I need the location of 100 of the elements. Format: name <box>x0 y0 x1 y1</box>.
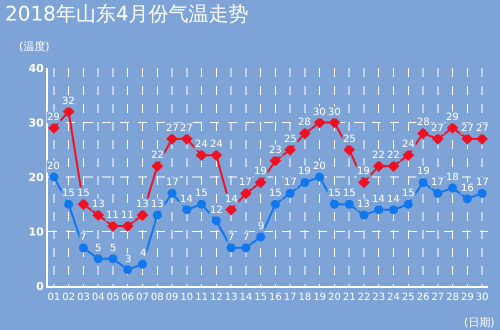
data-label: 3 <box>125 254 132 265</box>
data-label: 17 <box>431 177 444 188</box>
x-tick-label: 15 <box>254 292 267 303</box>
data-label: 22 <box>372 150 385 161</box>
point <box>478 188 487 198</box>
point <box>300 178 310 187</box>
data-label: 16 <box>461 183 474 194</box>
data-label: 15 <box>77 188 90 199</box>
data-label: 14 <box>387 194 400 205</box>
y-tick-label: 40 <box>28 62 44 75</box>
point <box>152 210 162 220</box>
point <box>136 209 148 221</box>
y-tick-label: 20 <box>28 170 44 184</box>
data-label: 15 <box>343 188 356 199</box>
data-label: 25 <box>284 134 297 145</box>
data-label: 15 <box>195 188 208 199</box>
x-tick-label: 19 <box>313 292 326 303</box>
x-tick-label: 27 <box>431 292 444 303</box>
data-label: 18 <box>446 172 459 183</box>
data-label: 28 <box>298 117 311 128</box>
data-label: 13 <box>151 199 164 210</box>
x-tick-label: 22 <box>358 292 370 303</box>
data-label: 27 <box>431 123 444 134</box>
x-tick-label: 04 <box>92 292 105 303</box>
data-label: 19 <box>417 166 430 177</box>
x-tick-label: 09 <box>166 292 178 303</box>
x-tick-label: 30 <box>476 292 488 303</box>
data-label: 19 <box>298 166 311 177</box>
data-label: 11 <box>106 210 119 221</box>
data-label: 17 <box>239 177 252 188</box>
x-tick-label: 16 <box>269 292 282 303</box>
y-axis-title: (温度) <box>19 40 50 53</box>
x-tick-label: 20 <box>328 292 341 303</box>
data-label: 5 <box>110 243 116 254</box>
x-tick-label: 07 <box>136 292 149 303</box>
x-tick-label: 13 <box>224 292 238 303</box>
point <box>372 160 385 172</box>
x-tick-label: 23 <box>372 292 386 303</box>
point <box>241 243 250 252</box>
point <box>92 209 104 221</box>
point <box>270 200 280 209</box>
point <box>78 243 88 252</box>
point <box>123 265 132 274</box>
data-label: 20 <box>313 161 326 172</box>
chart-title: 2018年山东4月份气温走势 <box>5 2 249 26</box>
point <box>151 160 164 172</box>
point <box>344 200 354 209</box>
data-label: 15 <box>328 188 341 199</box>
point <box>417 128 429 140</box>
point <box>256 232 266 242</box>
data-label: 19 <box>254 166 267 177</box>
data-label: 28 <box>417 117 430 128</box>
point <box>212 216 221 226</box>
data-label: 30 <box>313 107 326 118</box>
data-label: 29 <box>446 112 459 123</box>
x-tick-label: 08 <box>150 292 164 303</box>
x-tick-label: 05 <box>106 292 120 303</box>
data-label: 15 <box>62 188 75 199</box>
point <box>315 172 324 182</box>
data-label: 20 <box>47 161 60 172</box>
x-tick-label: 01 <box>48 292 60 303</box>
point <box>226 243 236 252</box>
point <box>462 194 472 204</box>
point <box>402 149 414 162</box>
data-label: 27 <box>476 123 489 134</box>
x-tick-label: 12 <box>210 292 223 303</box>
point <box>461 133 474 145</box>
y-tick-label: 30 <box>28 116 44 130</box>
data-label: 14 <box>180 194 193 205</box>
x-tick-label: 26 <box>416 292 430 303</box>
y-tick-label: 10 <box>28 225 44 238</box>
data-label: 12 <box>210 205 223 216</box>
data-label: 13 <box>357 199 370 210</box>
point <box>389 205 398 214</box>
data-label: 32 <box>62 96 75 107</box>
point <box>108 254 118 264</box>
x-tick-label: 14 <box>239 292 252 303</box>
x-tick-label: 17 <box>284 292 297 303</box>
data-label: 29 <box>47 112 60 123</box>
point <box>448 183 458 192</box>
data-label: 15 <box>269 188 282 199</box>
x-tick-label: 24 <box>387 292 400 303</box>
data-label: 30 <box>328 107 341 118</box>
data-label: 17 <box>166 177 179 188</box>
point <box>254 176 266 188</box>
point <box>404 200 413 209</box>
x-tick-label: 02 <box>62 292 76 303</box>
point <box>122 220 134 232</box>
data-label: 25 <box>343 134 356 145</box>
data-label: 4 <box>140 248 146 259</box>
data-label: 17 <box>284 177 297 188</box>
point <box>168 188 177 198</box>
x-axis-title: (日期) <box>464 316 495 329</box>
point <box>78 198 90 210</box>
point <box>64 200 74 209</box>
data-label: 5 <box>95 243 102 254</box>
point <box>49 172 58 182</box>
data-label: 7 <box>228 232 234 243</box>
data-label: 13 <box>92 199 105 210</box>
point <box>374 205 384 214</box>
